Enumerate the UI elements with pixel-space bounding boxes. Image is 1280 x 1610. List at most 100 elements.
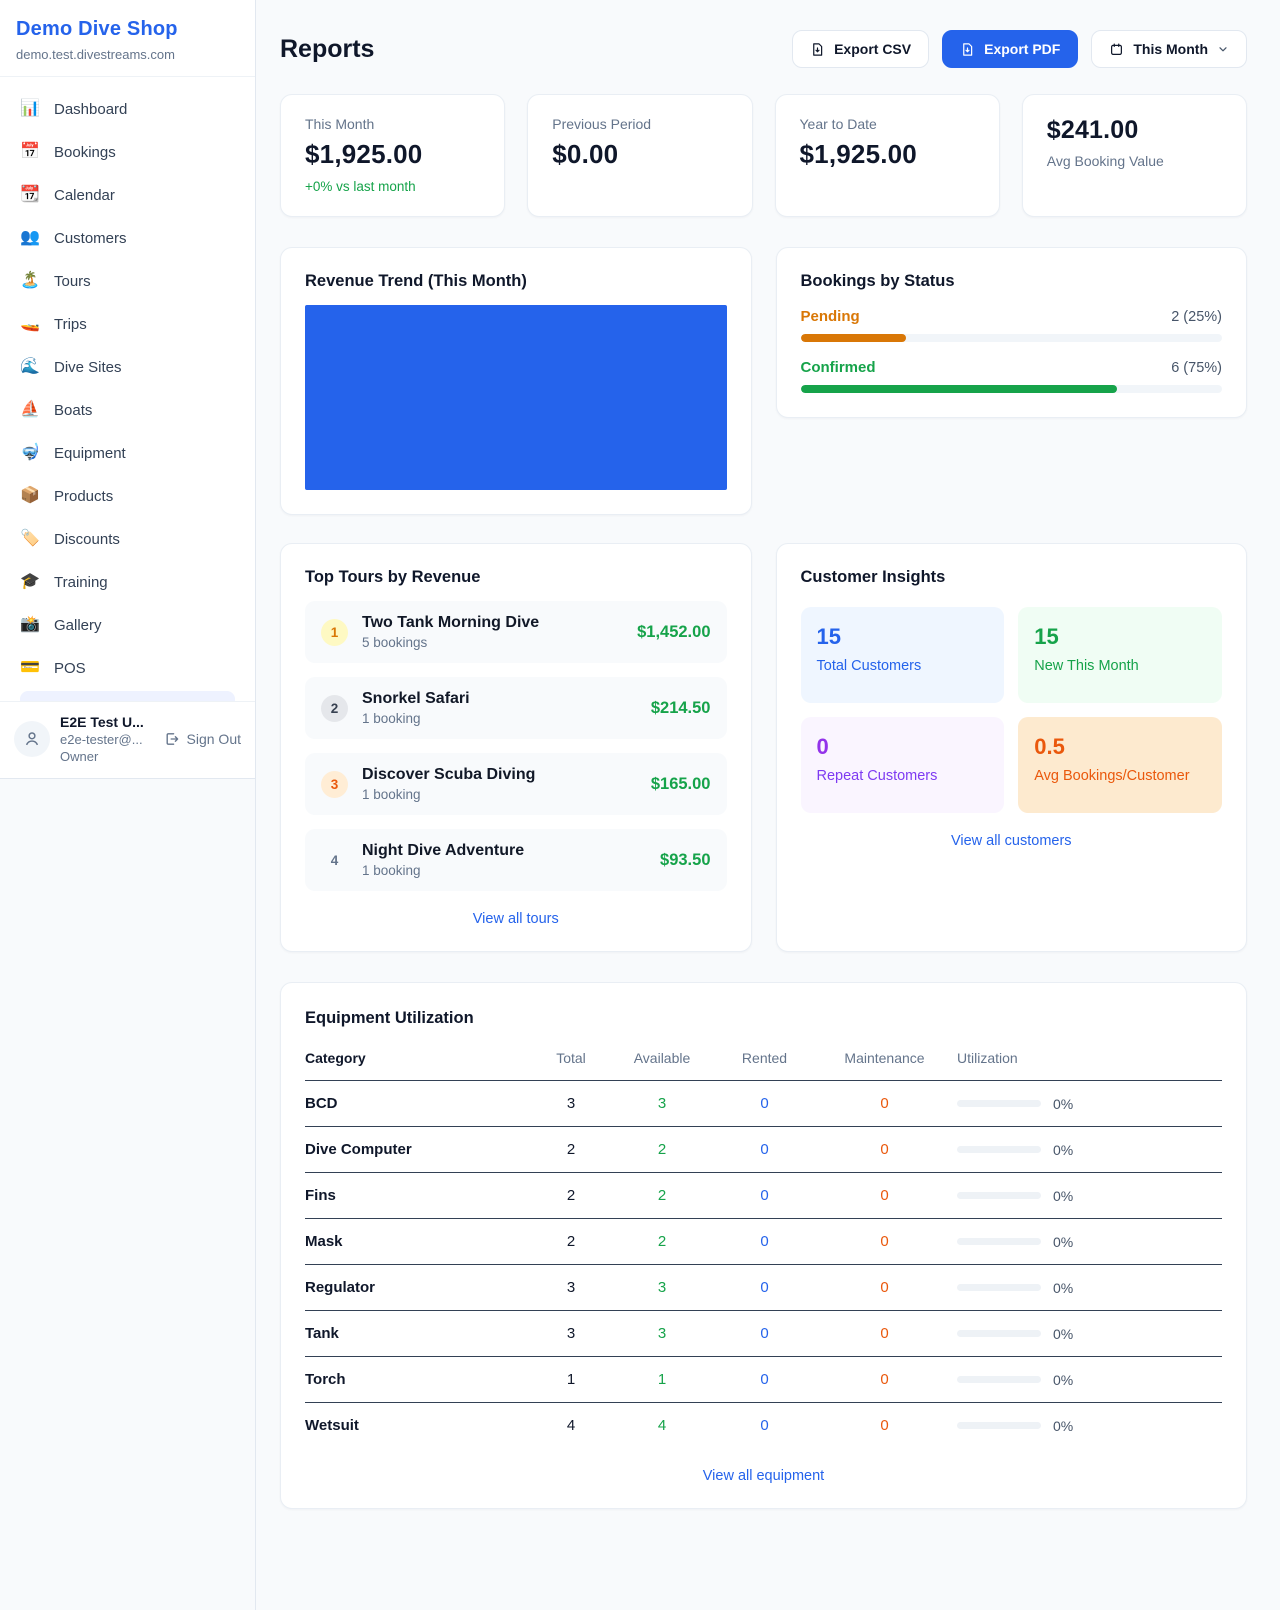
stat-label: Avg Booking Value <box>1046 153 1164 169</box>
sidebar-item-customers[interactable]: 👥 Customers <box>10 218 245 258</box>
sign-out-button[interactable]: Sign Out <box>164 731 241 747</box>
export-pdf-button[interactable]: Export PDF <box>942 30 1079 68</box>
page-title: Reports <box>280 34 375 63</box>
user-email: e2e-tester@... <box>60 732 143 747</box>
view-all-tours-link[interactable]: View all tours <box>472 911 559 927</box>
rank-badge: 4 <box>330 852 339 868</box>
equipment-rented: 0 <box>760 1417 769 1434</box>
equipment-category: Mask <box>305 1219 535 1265</box>
tile-repeat-customers: 0 Repeat Customers <box>800 717 1005 813</box>
chevron-down-icon <box>1219 47 1227 52</box>
view-all-equipment-link[interactable]: View all equipment <box>702 1468 825 1484</box>
sidebar-item-label: Customers <box>54 229 127 247</box>
utilization-percent: 0% <box>1053 1187 1074 1204</box>
status-count: 6 (75%) <box>1171 359 1222 376</box>
user-meta: E2E Test U... e2e-tester@... Owner <box>60 714 144 764</box>
calendar-icon <box>1111 43 1123 55</box>
tile-total-customers: 15 Total Customers <box>800 607 1005 703</box>
shop-name: Demo Dive Shop <box>16 18 178 40</box>
equipment-total: 2 <box>535 1219 607 1265</box>
equipment-utilization-cell: 0% <box>957 1312 1222 1357</box>
file-icon <box>813 42 823 56</box>
progress-track <box>800 385 1222 393</box>
equipment-utilization-cell: 0% <box>957 1128 1222 1173</box>
view-all-customers-link[interactable]: View all customers <box>950 833 1072 849</box>
equipment-available: 3 <box>607 1311 717 1357</box>
stat-value: $0.00 <box>552 139 619 169</box>
sidebar-item-label: Tours <box>54 272 91 290</box>
equipment-row: Torch 1 1 0 0 0% <box>305 1357 1222 1403</box>
pos-icon: 💳 <box>20 659 40 676</box>
sidebar-item-equipment[interactable]: 🤿 Equipment <box>10 433 245 473</box>
equipment-row: Fins 2 2 0 0 0% <box>305 1173 1222 1219</box>
tile-label: Repeat Customers <box>816 768 938 784</box>
revenue-trend-chart <box>305 305 727 490</box>
equipment-available: 2 <box>607 1127 717 1173</box>
equipment-total: 3 <box>535 1311 607 1357</box>
equipment-utilization-card: Equipment Utilization Category Total Ava… <box>280 982 1247 1509</box>
sidebar-item-training[interactable]: 🎓 Training <box>10 562 245 602</box>
equipment-utilization-title: Equipment Utilization <box>305 1009 474 1027</box>
sidebar-item-bookings[interactable]: 📅 Bookings <box>10 132 245 172</box>
tile-label: Total Customers <box>816 658 922 674</box>
sidebar-item-label: Discounts <box>54 530 120 548</box>
period-label: This Month <box>1133 41 1208 57</box>
tour-bookings: 1 booking <box>362 787 421 802</box>
column-header-maintenance: Maintenance <box>812 1028 957 1081</box>
sidebar-nav: 📊 Dashboard 📅 Bookings 📆 Calendar 👥 Cust… <box>0 77 255 701</box>
equipment-rented: 0 <box>717 1265 812 1311</box>
period-dropdown[interactable]: This Month <box>1091 30 1247 68</box>
equipment-utilization-cell: 0% <box>957 1174 1222 1219</box>
dashboard-icon: 📊 <box>20 100 40 117</box>
equipment-total: 3 <box>535 1081 607 1127</box>
equipment-utilization-cell: 0% <box>957 1266 1222 1311</box>
tour-bookings: 1 booking <box>362 863 421 878</box>
gallery-icon: 📸 <box>20 616 40 633</box>
utilization-bar <box>957 1330 1041 1337</box>
tour-row: 1 Two Tank Morning Dive 5 bookings $1,45… <box>305 601 727 663</box>
equipment-row: BCD 3 3 0 0 0% <box>305 1081 1222 1127</box>
bookings-by-status-card: Bookings by Status Pending 2 (25%) Confi… <box>775 247 1247 418</box>
sidebar-item-discounts[interactable]: 🏷️ Discounts <box>10 519 245 559</box>
sidebar-item-label: POS <box>54 659 86 677</box>
equipment-rented: 0 <box>717 1219 812 1265</box>
sidebar-item-dashboard[interactable]: 📊 Dashboard <box>10 89 245 129</box>
sidebar-item-dive-sites[interactable]: 🌊 Dive Sites <box>10 347 245 387</box>
export-csv-button[interactable]: Export CSV <box>792 30 930 68</box>
sidebar-item-gallery[interactable]: 📸 Gallery <box>10 605 245 645</box>
sidebar-item-products[interactable]: 📦 Products <box>10 476 245 516</box>
equipment-maintenance: 0 <box>812 1265 957 1311</box>
sidebar-item-tours[interactable]: 🏝️ Tours <box>10 261 245 301</box>
equipment-maintenance: 0 <box>812 1219 957 1265</box>
boats-icon: ⛵ <box>20 401 40 418</box>
tour-name: Night Dive Adventure <box>362 842 525 859</box>
equipment-rented: 0 <box>717 1081 812 1127</box>
avatar <box>14 721 50 757</box>
sidebar-item-trips[interactable]: 🚤 Trips <box>10 304 245 344</box>
page-header: Reports Export CSV Export PDF <box>280 30 1247 68</box>
equipment-utilization-cell: 0% <box>957 1358 1222 1403</box>
sidebar-item-active-partial[interactable] <box>20 691 235 701</box>
tile-value: 0 <box>816 734 829 759</box>
equipment-category: Tank <box>305 1311 535 1357</box>
equipment-category: Wetsuit <box>305 1417 359 1434</box>
sidebar-item-label: Gallery <box>54 616 102 634</box>
tile-label: New This Month <box>1034 658 1139 674</box>
stats-row: This Month $1,925.00 +0% vs last month P… <box>280 94 1247 217</box>
equipment-icon: 🤿 <box>20 444 40 461</box>
equipment-available: 2 <box>607 1173 717 1219</box>
person-icon <box>25 732 39 746</box>
tour-row: 4 Night Dive Adventure 1 booking $93.50 <box>305 829 727 891</box>
stat-card-avg-booking-value: $241.00 Avg Booking Value <box>1021 94 1247 217</box>
utilization-percent: 0% <box>1053 1417 1074 1434</box>
top-tours-card: Top Tours by Revenue 1 Two Tank Morning … <box>280 543 752 952</box>
sidebar-item-boats[interactable]: ⛵ Boats <box>10 390 245 430</box>
tour-bookings: 5 bookings <box>362 635 428 650</box>
equipment-total: 4 <box>566 1417 576 1434</box>
sidebar-item-pos[interactable]: 💳 POS <box>10 648 245 688</box>
sidebar-item-calendar[interactable]: 📆 Calendar <box>10 175 245 215</box>
row-tours-customers: Top Tours by Revenue 1 Two Tank Morning … <box>280 543 1247 952</box>
utilization-percent: 0% <box>1053 1141 1074 1158</box>
equipment-category: Dive Computer <box>305 1127 535 1173</box>
equipment-available: 3 <box>607 1265 717 1311</box>
